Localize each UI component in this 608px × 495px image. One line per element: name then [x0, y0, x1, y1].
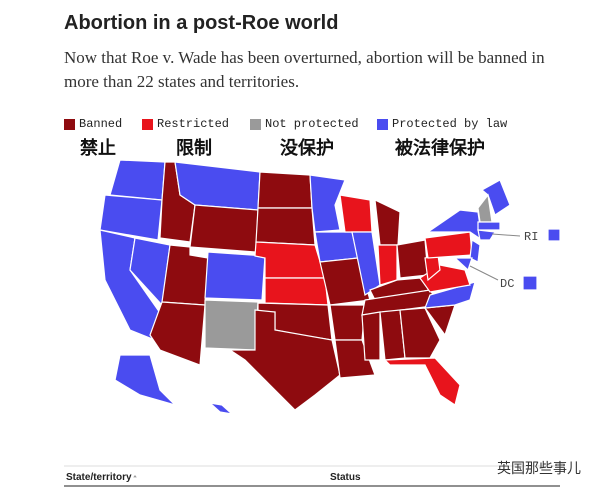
column-header[interactable]: State/territory [66, 472, 132, 483]
state [149, 301, 206, 366]
sort-icon[interactable] [130, 473, 140, 479]
callout-line [469, 265, 499, 281]
state [254, 241, 326, 279]
state [314, 231, 359, 263]
state [453, 257, 473, 272]
state [309, 174, 346, 233]
legend-swatch [250, 118, 261, 130]
state [361, 311, 381, 361]
legend-item: Not protected [250, 117, 359, 131]
state [109, 159, 166, 201]
state [255, 207, 316, 246]
state [522, 275, 538, 291]
legend-swatch [142, 118, 153, 130]
state [396, 239, 429, 279]
state [383, 357, 461, 406]
legend-label: Protected by law [392, 117, 508, 131]
legend-label: Restricted [157, 117, 230, 131]
state [257, 171, 313, 209]
legend-translation: 没保护 [280, 138, 334, 159]
state [477, 221, 501, 231]
legend-translation: 禁止 [80, 138, 116, 159]
subtitle: Now that Roe v. Wade has been overturned… [64, 48, 545, 91]
states [99, 159, 561, 415]
state [161, 244, 209, 306]
callout-label: DC [500, 277, 514, 291]
state [329, 304, 366, 341]
state [99, 194, 163, 241]
legend-swatch [377, 118, 388, 130]
state [374, 198, 401, 246]
state [480, 179, 511, 216]
state [114, 354, 178, 407]
state [204, 299, 259, 351]
title: Abortion in a post-Roe world [64, 12, 339, 34]
legend-item: Banned [64, 117, 122, 131]
legend-translation: 被法律保护 [395, 138, 485, 159]
state [228, 309, 341, 411]
state [424, 231, 473, 259]
state [204, 251, 266, 301]
state [189, 204, 259, 253]
legend-swatch [64, 118, 75, 130]
legend-label: Not protected [265, 117, 359, 131]
column-header[interactable]: Status [330, 472, 361, 483]
legend-item: Restricted [142, 117, 229, 131]
legend-translation: 限制 [176, 138, 212, 159]
state [208, 402, 234, 415]
state [339, 194, 373, 233]
legend-label: Banned [79, 117, 123, 131]
state [477, 229, 497, 241]
state [547, 228, 561, 242]
watermark: 英国那些事儿 [497, 461, 581, 477]
callout-line [491, 233, 521, 237]
state [377, 244, 398, 286]
state [399, 307, 441, 359]
state [264, 277, 329, 306]
state [469, 238, 481, 263]
callout-label: RI [524, 230, 538, 244]
legend-item: Protected by law [377, 117, 507, 131]
